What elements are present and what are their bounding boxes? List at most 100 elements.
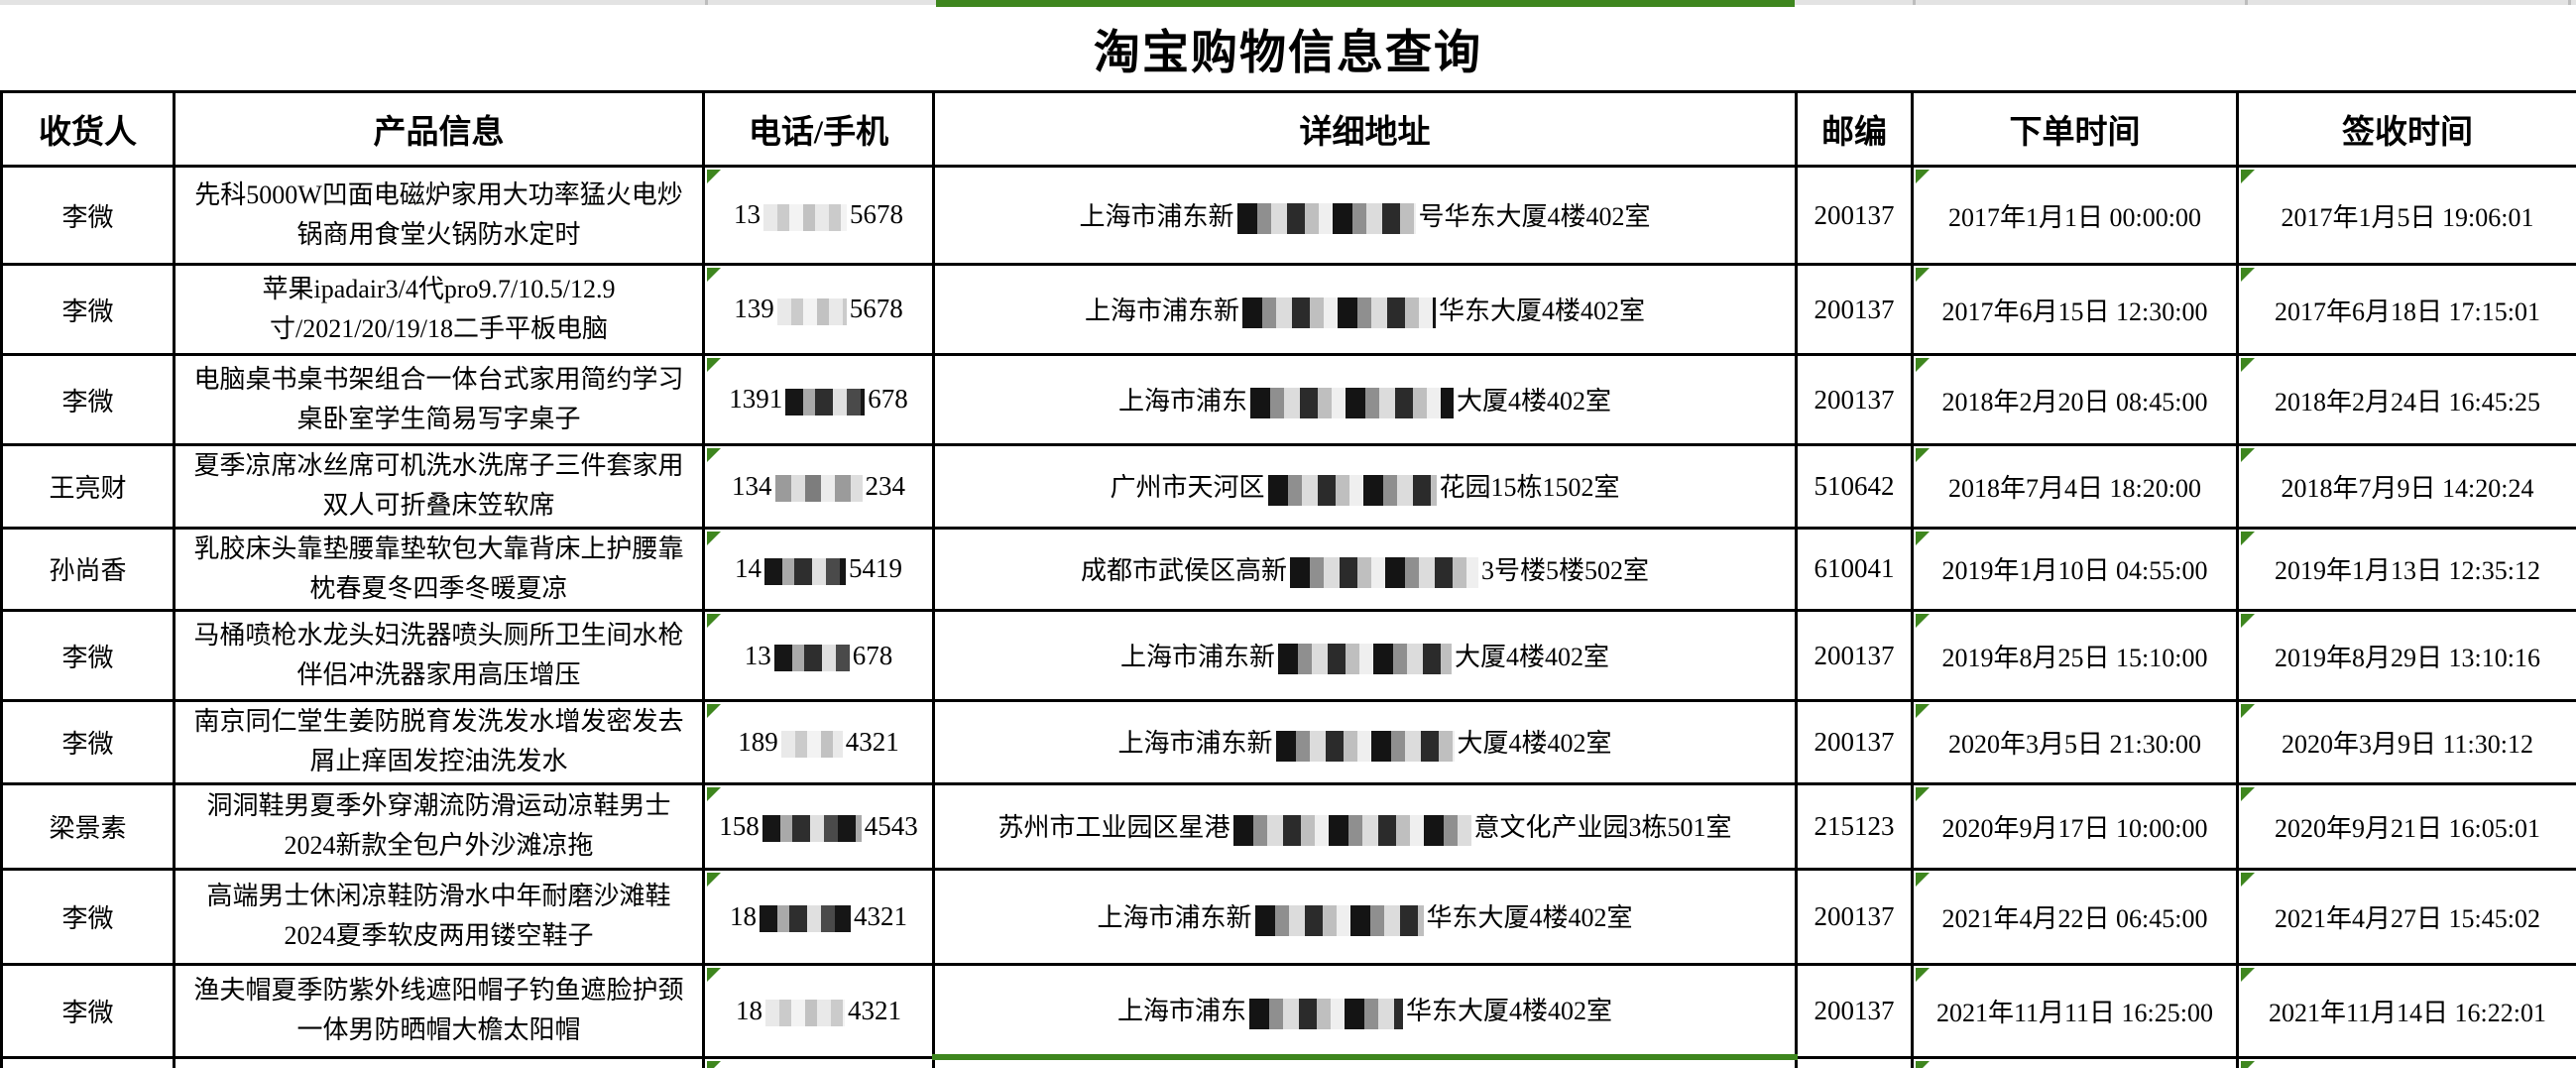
recipient-cell[interactable]: 李微	[2, 167, 175, 265]
product-cell[interactable]: 高端男士休闲凉鞋防滑水中年耐磨沙滩鞋2024夏季软皮两用镂空鞋子	[175, 869, 704, 964]
order-time-cell[interactable]: 2017年6月15日 12:30:00	[1913, 265, 2238, 355]
col-header-receipt-time[interactable]: 签收时间	[2238, 92, 2576, 167]
partial-cell[interactable]	[704, 1057, 934, 1068]
product-cell[interactable]: 南京同仁堂生姜防脱育发洗发水增发密发去屑止痒固发控油洗发水	[175, 701, 704, 784]
product-cell[interactable]: 马桶喷枪水龙头妇洗器喷头厕所卫生间水枪伴侣冲洗器家用高压增压	[175, 611, 704, 701]
partial-cell[interactable]	[1913, 1057, 2238, 1068]
receipt-time-cell[interactable]: 2017年6月18日 17:15:01	[2238, 265, 2576, 355]
receipt-time-cell[interactable]: 2019年8月29日 13:10:16	[2238, 611, 2576, 701]
col-header-product[interactable]: 产品信息	[175, 92, 704, 167]
order-time-cell[interactable]: 2021年11月11日 16:25:00	[1913, 964, 2238, 1057]
postal-cell[interactable]: 200137	[1797, 869, 1913, 964]
col-header-order-time[interactable]: 下单时间	[1913, 92, 2238, 167]
receipt-time-cell[interactable]: 2021年4月27日 15:45:02	[2238, 869, 2576, 964]
product-cell[interactable]: 电脑桌书桌书架组合一体台式家用简约学习桌卧室学生简易写字桌子	[175, 355, 704, 445]
phone-prefix: 158	[719, 811, 760, 841]
address-suffix: 号华东大厦4楼402室	[1419, 202, 1651, 231]
address-cell[interactable]: 苏州市工业园区星港意文化产业园3栋501室	[934, 783, 1797, 869]
recipient-cell[interactable]: 梁景素	[2, 783, 175, 869]
address-cell[interactable]: 上海市浦东大厦4楼402室	[934, 355, 1797, 445]
address-prefix: 苏州市工业园区星港	[997, 813, 1229, 842]
receipt-time-cell[interactable]: 2021年11月14日 16:22:01	[2238, 964, 2576, 1057]
recipient-cell[interactable]: 孙尚香	[2, 528, 175, 611]
postal-cell[interactable]: 200137	[1797, 701, 1913, 784]
partial-cell[interactable]	[1797, 1057, 1913, 1068]
postal-cell[interactable]: 200137	[1797, 611, 1913, 701]
address-suffix: 大厦4楼402室	[1455, 643, 1609, 671]
postal-cell[interactable]: 215123	[1797, 783, 1913, 869]
censored-phone-digits	[760, 905, 851, 932]
product-cell[interactable]: 苹果ipadair3/4代pro9.7/10.5/12.9寸/2021/20/1…	[175, 265, 704, 355]
order-time-cell[interactable]: 2018年7月4日 18:20:00	[1913, 445, 2238, 529]
address-cell[interactable]: 广州市天河区花园15栋1502室	[934, 445, 1797, 529]
recipient-cell[interactable]: 李微	[2, 869, 175, 964]
address-cell[interactable]: 上海市浦东新大厦4楼402室	[934, 611, 1797, 701]
postal-cell[interactable]: 200137	[1797, 265, 1913, 355]
postal-cell[interactable]: 200137	[1797, 964, 1913, 1057]
address-cell[interactable]: 上海市浦东新 号华东大厦4楼402室	[934, 167, 1797, 265]
product-cell[interactable]: 渔夫帽夏季防紫外线遮阳帽子钓鱼遮脸护颈一体男防晒帽大檐太阳帽	[175, 964, 704, 1057]
partial-cell[interactable]	[2238, 1057, 2576, 1068]
postal-cell[interactable]: 200137	[1797, 355, 1913, 445]
partial-cell[interactable]	[2, 1057, 175, 1068]
censored-phone-digits	[764, 558, 846, 585]
address-prefix: 上海市浦东新	[1117, 729, 1272, 758]
partial-cell-selection-bottom[interactable]	[934, 1057, 1797, 1068]
col-header-postal[interactable]: 邮编	[1797, 92, 1913, 167]
phone-prefix: 14	[735, 553, 761, 583]
product-cell[interactable]: 先科5000W凹面电磁炉家用大功率猛火电炒锅商用食堂火锅防水定时	[175, 167, 704, 265]
order-time-cell[interactable]: 2019年8月25日 15:10:00	[1913, 611, 2238, 701]
order-time-cell[interactable]: 2021年4月22日 06:45:00	[1913, 869, 2238, 964]
order-time-cell[interactable]: 2020年9月17日 10:00:00	[1913, 783, 2238, 869]
receipt-time-cell[interactable]: 2019年1月13日 12:35:12	[2238, 528, 2576, 611]
order-time-cell[interactable]: 2019年1月10日 04:55:00	[1913, 528, 2238, 611]
censored-phone-digits	[785, 389, 865, 415]
receipt-time-cell[interactable]: 2018年7月9日 14:20:24	[2238, 445, 2576, 529]
order-time-cell[interactable]: 2020年3月5日 21:30:00	[1913, 701, 2238, 784]
receipt-time-cell[interactable]: 2020年3月9日 11:30:12	[2238, 701, 2576, 784]
recipient-cell[interactable]: 李微	[2, 265, 175, 355]
postal-cell[interactable]: 510642	[1797, 445, 1913, 529]
order-time-cell[interactable]: 2017年1月1日 00:00:00	[1913, 167, 2238, 265]
sheet-title[interactable]: 淘宝购物信息查询	[0, 5, 2576, 90]
receipt-time-cell[interactable]: 2020年9月21日 16:05:01	[2238, 783, 2576, 869]
recipient-cell[interactable]: 李微	[2, 964, 175, 1057]
receipt-time-text: 2020年3月9日 11:30:12	[2282, 730, 2533, 759]
recipient-cell[interactable]: 李微	[2, 355, 175, 445]
orders-table: 收货人 产品信息 电话/手机 详细地址 邮编 下单时间 签收时间 李微 先科50…	[0, 90, 2576, 1068]
recipient-cell[interactable]: 李微	[2, 611, 175, 701]
address-cell[interactable]: 上海市浦东新大厦4楼402室	[934, 701, 1797, 784]
col-header-phone[interactable]: 电话/手机	[704, 92, 934, 167]
receipt-time-cell[interactable]: 2017年1月5日 19:06:01	[2238, 167, 2576, 265]
recipient-cell[interactable]: 李微	[2, 701, 175, 784]
censored-address-mosaic	[1242, 297, 1436, 328]
product-cell[interactable]: 夏季凉席冰丝席可机洗水洗席子三件套家用双人可折叠床笠软席	[175, 445, 704, 529]
col-header-recipient[interactable]: 收货人	[2, 92, 175, 167]
product-cell[interactable]: 乳胶床头靠垫腰靠垫软包大靠背床上护腰靠枕春夏冬四季冬暖夏凉	[175, 528, 704, 611]
address-cell[interactable]: 上海市浦东华东大厦4楼402室	[934, 964, 1797, 1057]
postal-cell[interactable]: 200137	[1797, 167, 1913, 265]
product-cell[interactable]: 洞洞鞋男夏季外穿潮流防滑运动凉鞋男士2024新款全包户外沙滩凉拖	[175, 783, 704, 869]
receipt-time-cell[interactable]: 2018年2月24日 16:45:25	[2238, 355, 2576, 445]
order-time-cell[interactable]: 2018年2月20日 08:45:00	[1913, 355, 2238, 445]
address-prefix: 上海市浦东新	[1079, 202, 1233, 231]
recipient-cell[interactable]: 王亮财	[2, 445, 175, 529]
col-header-address[interactable]: 详细地址	[934, 92, 1797, 167]
postal-cell[interactable]: 610041	[1797, 528, 1913, 611]
error-indicator-icon	[1916, 448, 1930, 462]
partial-cell[interactable]	[175, 1057, 704, 1068]
address-cell[interactable]: 上海市浦东新华东大厦4楼402室	[934, 869, 1797, 964]
address-cell[interactable]: 上海市浦东新华东大厦4楼402室	[934, 265, 1797, 355]
